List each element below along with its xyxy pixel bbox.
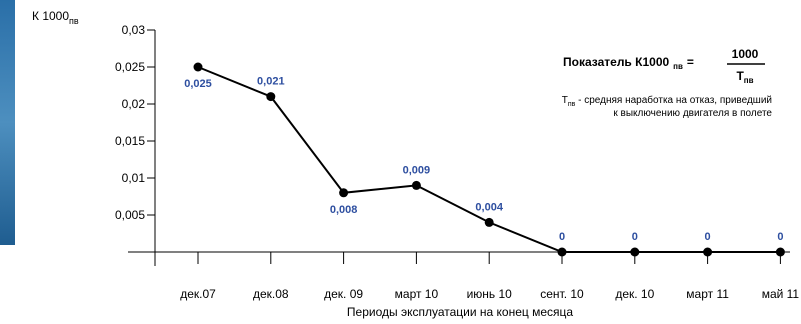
data-point (557, 247, 567, 257)
data-label: 0,004 (475, 201, 503, 213)
y-tick-label: 0,03 (122, 23, 146, 37)
x-tick-label: сент. 10 (540, 287, 584, 301)
y-tick-label: 0,01 (122, 171, 146, 185)
data-point (775, 247, 785, 257)
data-label: 0 (705, 231, 711, 243)
y-axis-label: К 1000пв (32, 9, 79, 26)
formula-numerator: 1000 (732, 47, 759, 61)
formula-denominator: Тпв (736, 69, 753, 85)
y-tick-label: 0,015 (115, 134, 145, 148)
note-line-1: Тпв - средняя наработка на отказ, привед… (562, 94, 772, 108)
data-point (266, 92, 276, 102)
data-point (411, 180, 421, 190)
data-point (193, 62, 203, 72)
x-tick-label: дек.08 (253, 287, 289, 301)
y-tick-label: 0,005 (115, 208, 145, 222)
data-label: 0,009 (403, 164, 431, 176)
data-point (484, 217, 494, 227)
formula: Показатель К1000 пв = (563, 55, 694, 71)
x-tick-label: март 10 (395, 287, 439, 301)
x-tick-label: дек.07 (180, 287, 216, 301)
data-label: 0,021 (257, 76, 285, 88)
data-label: 0,008 (330, 204, 358, 216)
x-tick-label: июнь 10 (467, 287, 513, 301)
decor-strip (0, 0, 15, 245)
x-tick-label: дек. 09 (324, 287, 363, 301)
data-point (703, 247, 713, 257)
x-tick-label: май 11 (762, 287, 800, 301)
y-tick-label: 0,02 (122, 97, 146, 111)
data-point (339, 188, 349, 198)
x-tick-label: март 11 (686, 287, 729, 301)
data-label: 0 (632, 231, 638, 243)
data-label: 0 (559, 231, 565, 243)
y-tick-label: 0,025 (115, 60, 145, 74)
x-axis-label: Периоды эксплуатации на конец месяца (347, 305, 573, 319)
note-line-2: к выключению двигателя в полете (613, 108, 772, 119)
x-tick-label: дек. 10 (615, 287, 654, 301)
data-label: 0 (777, 231, 783, 243)
data-point (630, 247, 640, 257)
data-label: 0,025 (184, 78, 212, 90)
